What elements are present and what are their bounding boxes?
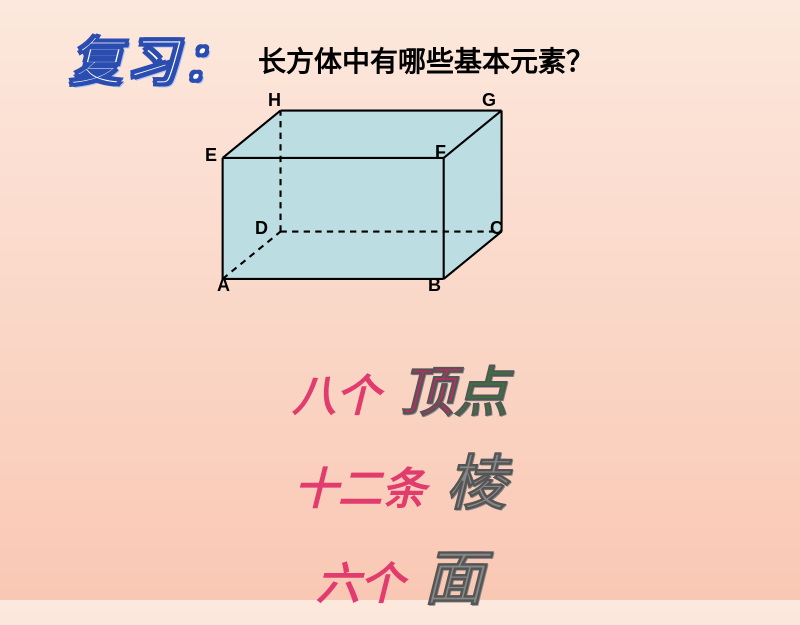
vertex-label-A: A — [217, 275, 230, 296]
vertex-label-H: H — [268, 90, 281, 111]
answer-count-0: 八个 — [292, 360, 380, 424]
vertex-label-C: C — [490, 218, 503, 239]
review-title: 复习： — [70, 20, 238, 95]
answer-line-2: 六个面 — [0, 530, 800, 617]
answers-block: 八个顶点十二条棱六个面 — [0, 340, 800, 625]
vertex-label-B: B — [428, 275, 441, 296]
cuboid-diagram: ABCDEFGH — [210, 100, 530, 300]
answer-element-2: 面 — [424, 530, 484, 617]
answer-line-1: 十二条棱 — [0, 435, 800, 522]
vertex-label-D: D — [255, 218, 268, 239]
answer-count-2: 六个 — [316, 548, 404, 612]
answer-line-0: 八个顶点 — [0, 348, 800, 427]
vertex-label-G: G — [482, 90, 496, 111]
answer-element-1: 棱 — [446, 435, 506, 522]
answer-element-0: 顶点 — [400, 348, 508, 427]
vertex-label-E: E — [205, 145, 217, 166]
question-text: 长方体中有哪些基本元素？ — [258, 40, 594, 80]
answer-count-1: 十二条 — [294, 453, 426, 517]
cuboid-svg — [210, 100, 530, 300]
vertex-label-F: F — [435, 142, 446, 163]
